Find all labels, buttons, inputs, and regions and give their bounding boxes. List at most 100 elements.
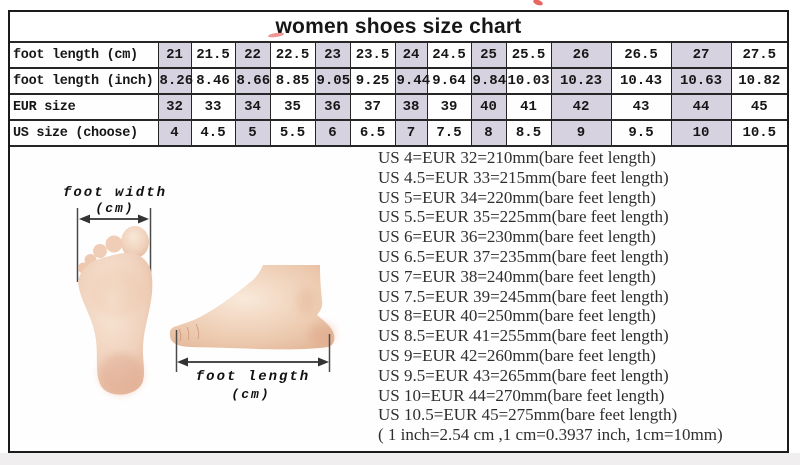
- size-cell: 10.82: [730, 67, 788, 94]
- size-cell: 9.64: [426, 67, 471, 94]
- title-row: women shoes size chart: [10, 12, 788, 43]
- size-cell: 8.26: [157, 67, 193, 94]
- size-cell: 25: [470, 41, 506, 68]
- size-cell: 7: [394, 119, 427, 147]
- chart-frame: women shoes size chart foot length (cm) 2…: [8, 10, 789, 453]
- size-cell: 36: [314, 93, 350, 120]
- table-row: US size (choose) 4 4.5 5 5.5 6 6.5 7 7.5 8 8.5 9 9.5…: [10, 119, 788, 147]
- row-label: foot length (inch): [10, 67, 158, 94]
- conversion-line: US 8=EUR 40=250mm(bare feet length): [378, 306, 656, 326]
- foot-length-label: foot length: [196, 369, 310, 385]
- conversion-line: US 10=EUR 44=270mm(bare feet length): [378, 385, 665, 405]
- size-cell: 44: [670, 93, 731, 120]
- row-label: EUR size: [10, 93, 158, 120]
- foot-diagram: foot width (cm): [63, 185, 335, 402]
- red-artifact: [532, 0, 544, 7]
- page-title: women shoes size chart: [10, 12, 788, 43]
- size-cell: 10.63: [670, 67, 731, 94]
- table-row: foot length (inch) 8.26 8.46 8.66 8.85 9.05 9.…: [10, 67, 788, 94]
- conversion-line: US 9=EUR 42=260mm(bare feet length): [378, 345, 656, 365]
- size-cell: 8.5: [505, 119, 551, 147]
- size-cell: 5: [234, 119, 270, 147]
- size-cell: 38: [394, 93, 427, 120]
- size-cell: 6: [314, 119, 350, 147]
- conversion-note: ( 1 inch=2.54 cm ,1 cm=0.3937 inch, 1cm=…: [378, 425, 723, 445]
- size-cell: 9.05: [314, 67, 350, 94]
- size-cell: 7.5: [426, 119, 471, 147]
- table-row: EUR size 32 33 34 35 36 37 38 39 40 41 42 43 44 45: [10, 93, 788, 120]
- row-label: foot length (cm): [10, 41, 158, 68]
- conversion-line: US 10.5=EUR 45=275mm(bare feet length): [378, 405, 678, 425]
- conversion-line: US 7=EUR 38=240mm(bare feet length): [378, 266, 656, 286]
- size-cell: 43: [610, 93, 671, 120]
- toe-lines: [178, 323, 200, 342]
- foot-width-label: foot width: [63, 185, 167, 201]
- size-cell: 9: [550, 119, 611, 147]
- size-cell: 32: [157, 93, 191, 120]
- size-cell: 41: [505, 93, 551, 120]
- size-cell: 33: [190, 93, 235, 120]
- conversion-line: US 9.5=EUR 43=265mm(bare feet length): [378, 365, 669, 385]
- size-cell: 40: [470, 93, 506, 120]
- size-cell: 9.44: [394, 67, 430, 94]
- size-cell: 21.5: [190, 41, 235, 68]
- size-cell: 24: [394, 41, 427, 68]
- size-cell: 9.84: [470, 67, 506, 94]
- size-cell: 27: [670, 41, 731, 68]
- size-cell: 10.43: [610, 67, 671, 94]
- conversion-line: US 4.5=EUR 33=215mm(bare feet length): [378, 167, 669, 187]
- size-cell: 34: [234, 93, 270, 120]
- size-table: women shoes size chart foot length (cm) 2…: [10, 12, 788, 147]
- size-table-body: foot length (cm) 21 21.5 22 22.5 23 23.5 24 24.5…: [10, 41, 788, 147]
- foot-sole-illustration: [78, 226, 153, 395]
- size-cell: 21: [157, 41, 191, 68]
- conversion-line: US 4=EUR 32=210mm(bare feet length): [378, 148, 656, 167]
- length-measure-arrow: [175, 330, 331, 372]
- size-cell: 8: [470, 119, 506, 147]
- size-cell: 37: [349, 93, 395, 120]
- size-cell: 42: [550, 93, 611, 120]
- size-cell: 25.5: [505, 41, 551, 68]
- size-cell: 10.5: [730, 119, 788, 147]
- size-cell: 39: [426, 93, 471, 120]
- table-row: foot length (cm) 21 21.5 22 22.5 23 23.5 24 24.5…: [10, 41, 788, 68]
- big-toe: [121, 226, 149, 258]
- page-bottom-strip: [0, 453, 800, 465]
- size-cell: 10.23: [550, 67, 611, 94]
- size-cell: 8.66: [234, 67, 270, 94]
- conversion-line: US 6.5=EUR 37=235mm(bare feet length): [378, 246, 669, 266]
- conversion-line: US 5=EUR 34=220mm(bare feet length): [378, 187, 656, 207]
- size-cell: 45: [730, 93, 788, 120]
- size-cell: 35: [269, 93, 315, 120]
- foot-side-illustration: [169, 265, 335, 350]
- size-cell: 10.03: [505, 67, 551, 94]
- foot-side-shape: [169, 265, 335, 350]
- size-cell: 22.5: [269, 41, 315, 68]
- size-cell: 22: [234, 41, 270, 68]
- size-cell: 8.85: [269, 67, 315, 94]
- size-cell: 9.5: [610, 119, 671, 147]
- conversion-line: US 8.5=EUR 41=255mm(bare feet length): [378, 326, 669, 346]
- foot-width-unit: (cm): [95, 201, 134, 216]
- size-cell: 8.46: [190, 67, 235, 94]
- size-cell: 27.5: [730, 41, 788, 68]
- size-cell: 24.5: [426, 41, 471, 68]
- size-cell: 4.5: [190, 119, 235, 147]
- row-label: US size (choose): [10, 119, 158, 147]
- foot-length-unit: (cm): [231, 387, 270, 402]
- size-cell: 6.5: [349, 119, 395, 147]
- size-cell: 9.25: [349, 67, 395, 94]
- conversion-lines: US 4=EUR 32=210mm(bare feet length) US 4.…: [378, 148, 782, 425]
- conversion-line: US 7.5=EUR 39=245mm(bare feet length): [378, 286, 669, 306]
- size-cell: 23.5: [349, 41, 395, 68]
- conversion-line: US 6=EUR 36=230mm(bare feet length): [378, 227, 656, 247]
- conversion-list: US 4=EUR 32=210mm(bare feet length) US 4.…: [378, 148, 782, 445]
- size-cell: 23: [314, 41, 350, 68]
- conversion-line: US 5.5=EUR 35=225mm(bare feet length): [378, 207, 669, 227]
- size-cell: 5.5: [269, 119, 315, 147]
- size-cell: 26: [550, 41, 611, 68]
- size-cell: 4: [157, 119, 191, 147]
- size-cell: 10: [670, 119, 731, 147]
- size-cell: 26.5: [610, 41, 671, 68]
